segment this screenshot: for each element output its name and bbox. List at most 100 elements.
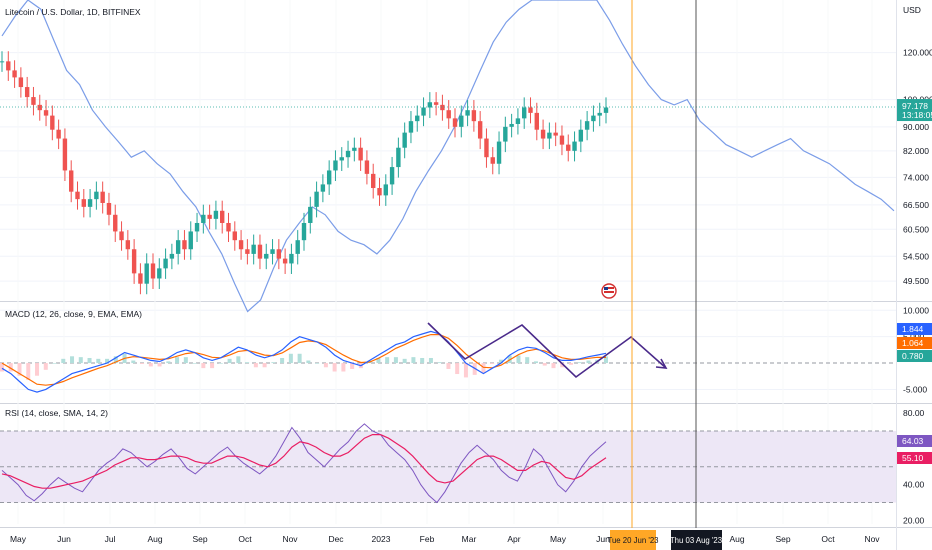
macd-histogram-bar — [323, 363, 328, 368]
flag-icon[interactable] — [601, 283, 617, 299]
macd-histogram-bar — [437, 362, 442, 364]
candle-body — [163, 258, 168, 269]
candle-body — [138, 273, 143, 284]
last-price-badge[interactable] — [897, 99, 932, 122]
candle-body — [81, 199, 86, 207]
candle-body — [106, 202, 112, 215]
candle-body — [6, 61, 11, 71]
candle-body — [94, 191, 99, 200]
macd-histogram-bar — [516, 355, 521, 364]
macd-value: 1.064 — [902, 338, 924, 348]
candle-body — [433, 102, 439, 105]
time-tick-label: Dec — [328, 534, 344, 544]
chart-title: Litecoin / U.S. Dollar, 1D, BITFINEX — [5, 7, 141, 17]
macd-histogram-bar — [420, 357, 425, 364]
macd-histogram-bar — [201, 363, 206, 369]
macd-histogram-bar — [542, 363, 547, 366]
macd-histogram-bar — [455, 363, 460, 375]
macd-histogram-bar — [17, 363, 22, 376]
time-tick-label: Aug — [729, 534, 744, 544]
zigzag-arrow[interactable] — [427, 322, 667, 379]
candle-body — [213, 210, 219, 219]
candle-body — [56, 129, 61, 139]
rsi-line — [1, 423, 607, 504]
candle-body — [396, 147, 401, 168]
rsi-tick-label: 80.00 — [903, 408, 925, 418]
macd-histogram-bar — [218, 363, 223, 364]
price-axis[interactable]: 120.000100.00090.00082.00074.00066.50060… — [897, 48, 932, 526]
macd-title: MACD (12, 26, close, 9, EMA, EMA) — [5, 309, 142, 319]
time-tick-label: Sep — [775, 534, 790, 544]
candle-body — [24, 87, 30, 98]
price-tick-label: 82.000 — [903, 146, 929, 156]
macd-value-badge — [897, 323, 932, 335]
candle-body — [69, 170, 74, 192]
macd-histogram-bar — [113, 356, 118, 364]
candle-body — [452, 118, 458, 127]
macd-histogram-bar — [551, 363, 556, 369]
candle-body — [553, 132, 558, 136]
time-tick-label: Feb — [420, 534, 435, 544]
candle-body — [547, 132, 552, 139]
price-tick-label: 90.000 — [903, 122, 929, 132]
rsi-value: 64.03 — [902, 436, 924, 446]
candle-body — [477, 121, 483, 139]
candle-body — [245, 249, 250, 254]
rsi-value-badge — [897, 452, 932, 464]
candle-body — [496, 141, 502, 164]
candle-body — [415, 115, 420, 122]
candle-body — [509, 123, 514, 127]
time-tick-label: May — [10, 534, 27, 544]
macd-histogram-bar — [96, 358, 101, 364]
candle-body — [251, 244, 256, 254]
drawings[interactable] — [427, 322, 668, 379]
time-marker-badge — [671, 530, 722, 550]
candle-body — [339, 157, 344, 161]
candle-body — [238, 240, 244, 250]
candle-body — [559, 135, 565, 145]
candle-body — [220, 210, 225, 223]
macd-histogram-bar — [411, 357, 416, 364]
macd-histogram-bar — [105, 358, 110, 364]
candle-body — [232, 231, 237, 241]
candle-body — [459, 115, 464, 127]
time-tick-label: May — [550, 534, 567, 544]
time-marker-badge — [610, 530, 656, 550]
price-tick-label: 60.500 — [903, 224, 929, 234]
candle-body — [566, 144, 571, 151]
time-tick-label: Mar — [462, 534, 477, 544]
macd-histogram-bar — [280, 357, 285, 364]
candle-body — [100, 191, 105, 203]
candle-body — [503, 126, 508, 142]
candle-body — [43, 110, 49, 116]
candle-body — [169, 253, 175, 259]
macd-histogram-bar — [393, 357, 398, 364]
rsi-tick-label: 20.00 — [903, 515, 925, 525]
macd-histogram-bar — [227, 358, 232, 364]
candle-body — [383, 184, 388, 196]
candle-body — [201, 214, 206, 223]
arrow-head[interactable] — [655, 358, 668, 369]
candle-body — [194, 222, 200, 232]
candle-body — [289, 253, 294, 264]
time-tick-label: Apr — [507, 534, 520, 544]
time-tick-label: Oct — [238, 534, 252, 544]
candle-body — [0, 61, 5, 63]
time-axis[interactable]: May Jun Jul Aug Sep Oct Nov Dec 2023 Feb Mar Apr May… — [10, 534, 880, 544]
candle-body — [345, 150, 351, 158]
candle-body — [377, 188, 382, 196]
time-markers[interactable]: Tue 20 Jun '23 Thu 03 Aug '23 — [607, 0, 722, 550]
macd-histogram-bar — [245, 362, 250, 364]
macd-histogram-bar — [498, 359, 503, 364]
candle-body — [326, 170, 332, 185]
fractal-line — [1, 0, 895, 313]
candle-body — [314, 191, 319, 207]
rsi-band — [0, 362, 896, 504]
time-tick-label: Nov — [864, 534, 880, 544]
candle-body — [150, 263, 156, 279]
price-tick-label: 74.000 — [903, 172, 929, 182]
time-tick-label: Nov — [282, 534, 298, 544]
candle-body — [421, 107, 426, 116]
macd-histogram-bar — [490, 363, 495, 364]
